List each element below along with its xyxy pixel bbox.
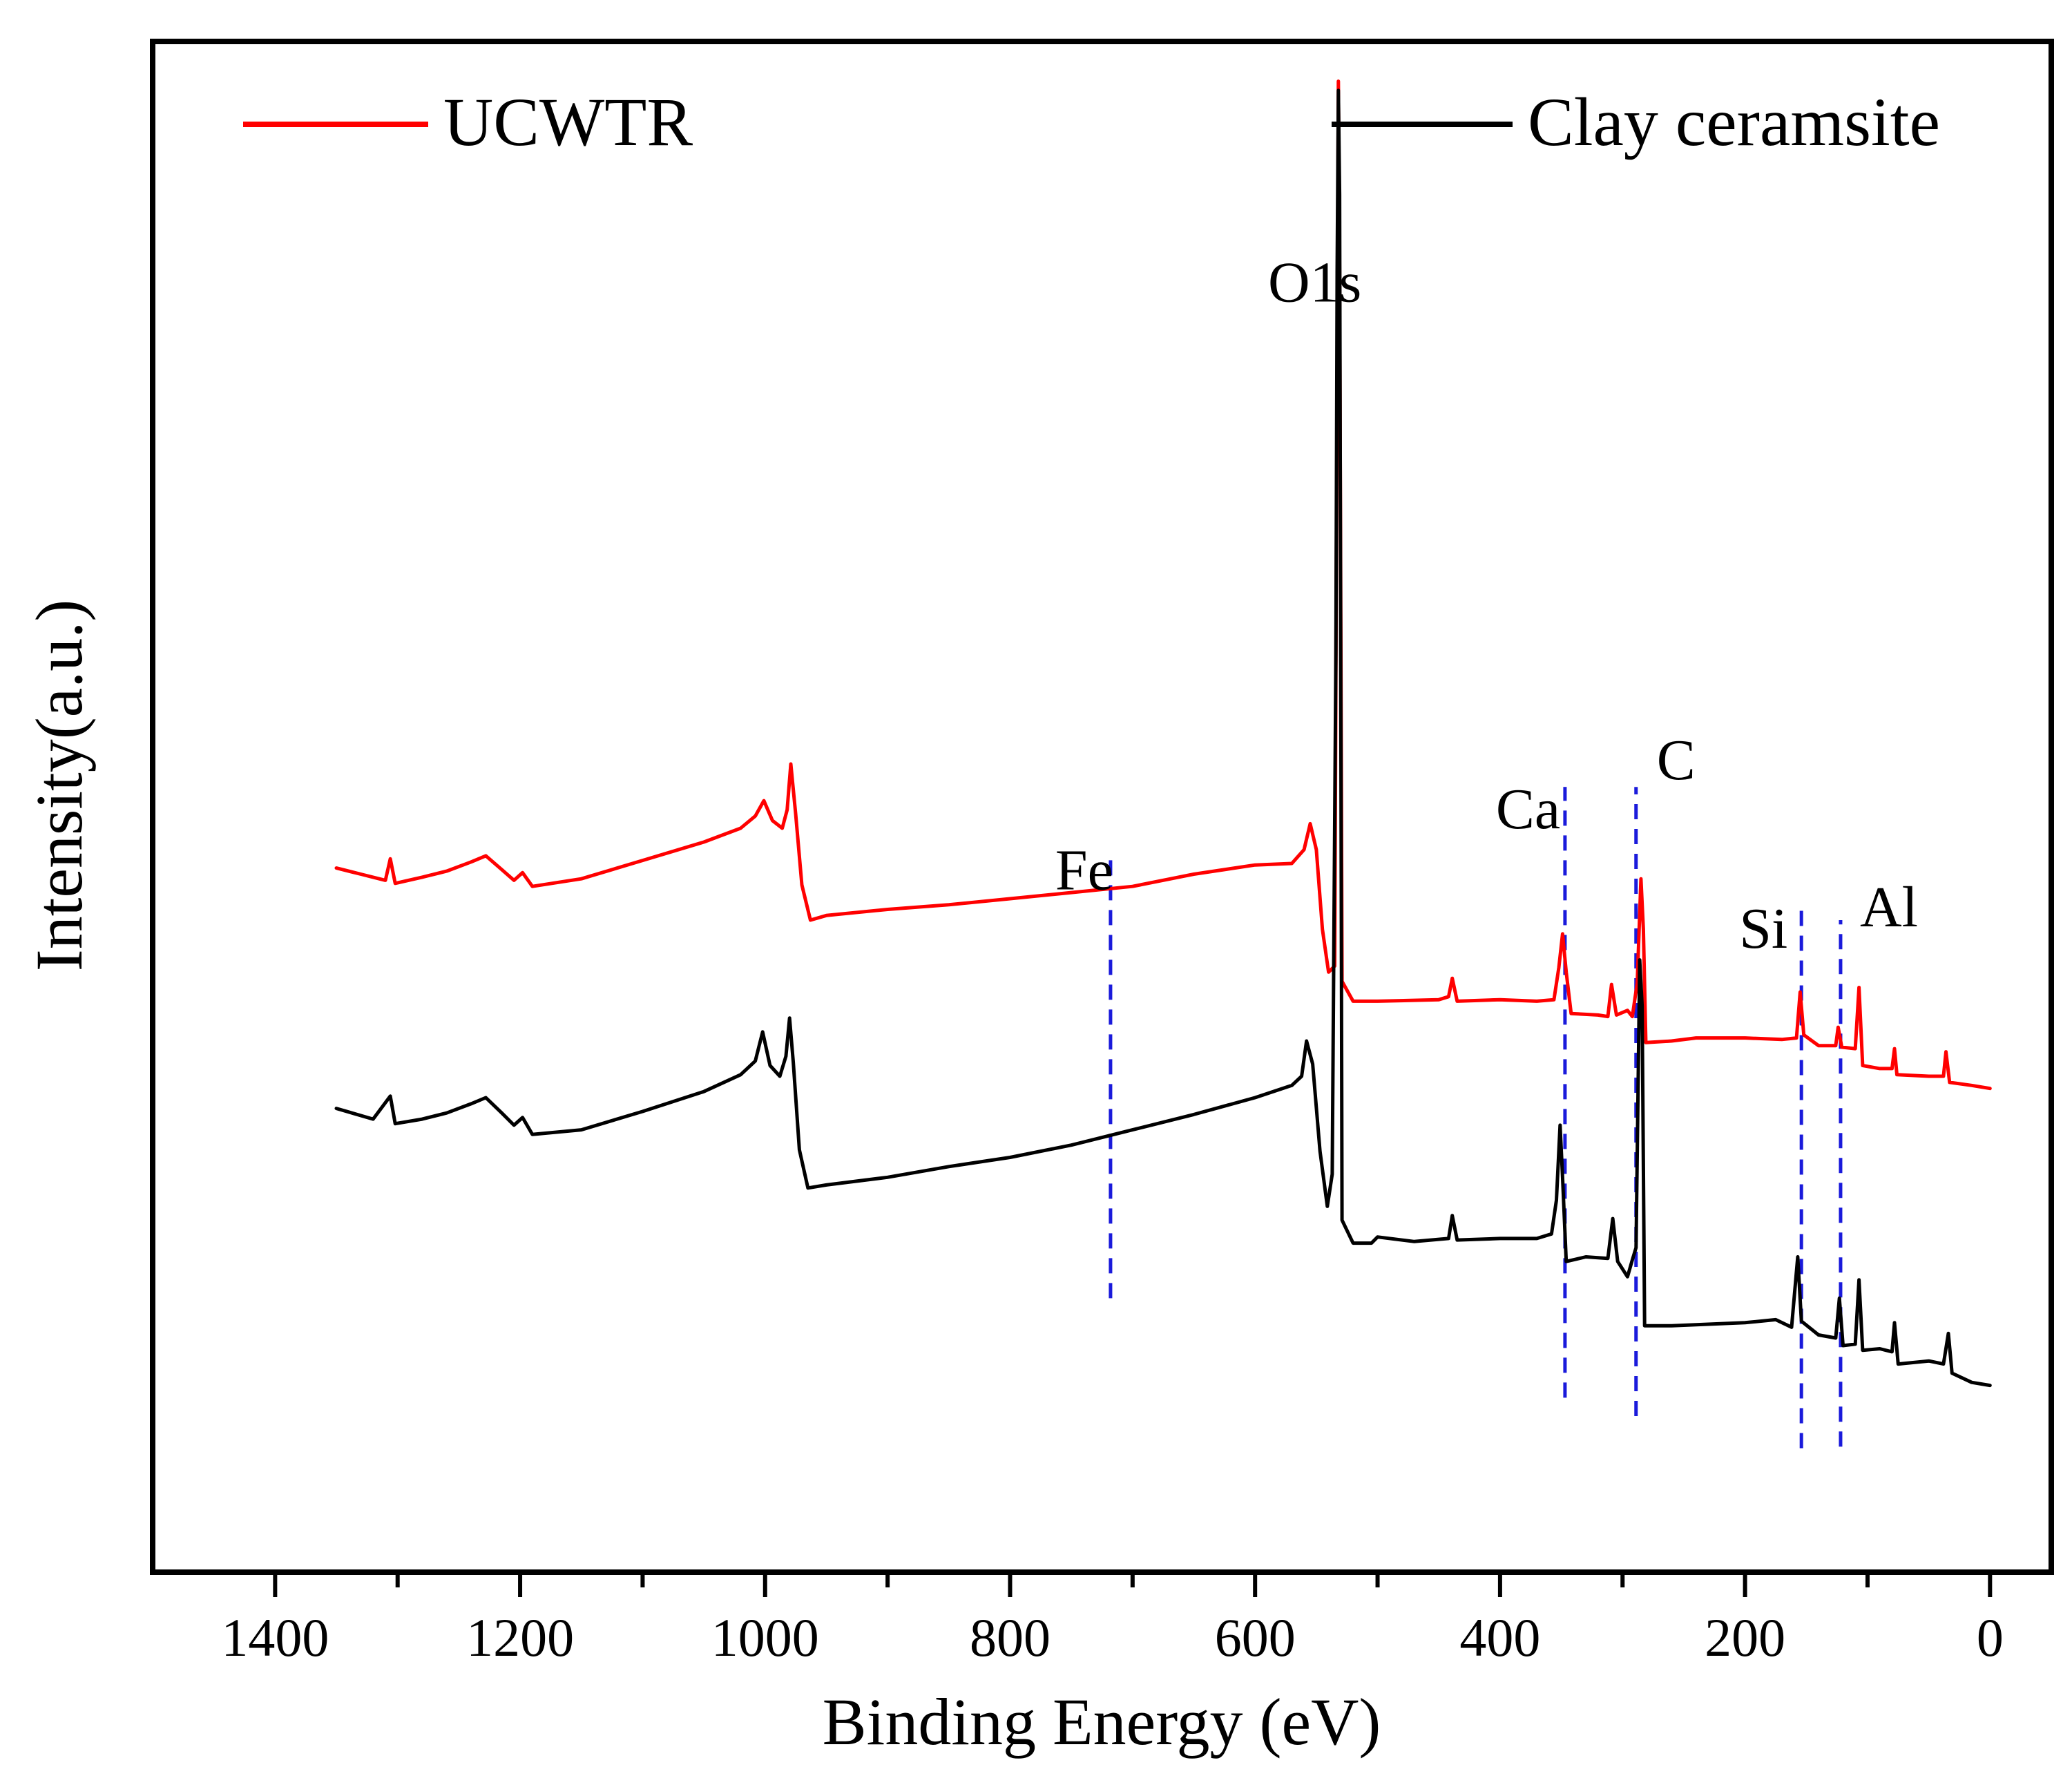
x-tick-label-800: 800: [970, 1607, 1051, 1668]
x-axis-ticks: [273, 1572, 1993, 1597]
x-tick-label-1000: 1000: [711, 1607, 819, 1668]
x-axis-tick-labels: 1400 1200 1000 800 600 400 200 0: [221, 1607, 2003, 1668]
x-tick-label-1200: 1200: [466, 1607, 574, 1668]
x-axis-label: Binding Energy (eV): [823, 1685, 1381, 1759]
annotation-lines: [1109, 787, 1843, 1449]
legend: UCWTR Clay ceramsite: [243, 84, 1940, 160]
x-tick-label-400: 400: [1459, 1607, 1540, 1668]
x-tick-label-1400: 1400: [221, 1607, 329, 1668]
plot-frame: [150, 39, 2054, 1575]
y-axis-label: Intensity(a.u.): [22, 600, 96, 972]
annotation-label-o1s: O1s: [1268, 251, 1361, 315]
annotation-label-c: C: [1657, 728, 1696, 792]
x-tick-label-200: 200: [1705, 1607, 1785, 1668]
annotation-label-fe: Fe: [1055, 839, 1113, 903]
series-lines: [334, 79, 1992, 1388]
series-line-clay-ceramsite: [334, 88, 1992, 1388]
x-tick-label-600: 600: [1215, 1607, 1296, 1668]
series-line-ucwtr: [334, 79, 1992, 1091]
legend-label-ucwtr: UCWTR: [443, 84, 693, 160]
annotation-label-al: Al: [1860, 875, 1918, 939]
legend-label-clay-ceramsite: Clay ceramsite: [1528, 84, 1940, 160]
annotation-labels: Fe O1s Ca C Si Al: [1055, 251, 1918, 961]
x-tick-label-0: 0: [1977, 1607, 2004, 1668]
annotation-label-si: Si: [1739, 897, 1787, 961]
annotation-label-ca: Ca: [1496, 777, 1560, 841]
